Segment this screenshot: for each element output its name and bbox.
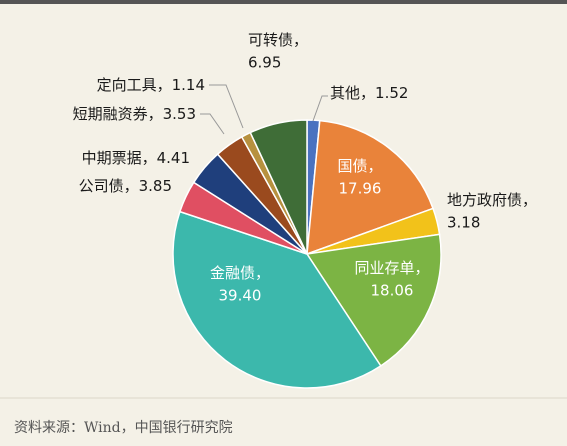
slice-label: 其他，1.52 — [330, 84, 408, 102]
pie-slice — [249, 119, 308, 255]
slice-label: 可转债， — [248, 31, 308, 49]
separator: ， — [255, 264, 270, 282]
value-label: 1.52 — [375, 84, 408, 102]
category-name: 中期票据 — [82, 149, 142, 167]
value-label: 18.06 — [371, 282, 414, 300]
value-label: 6.95 — [248, 54, 281, 72]
separator: ， — [124, 177, 139, 195]
slice-label: 同业存单， — [354, 259, 429, 277]
separator: ， — [360, 84, 375, 102]
category-name: 地方政府债 — [447, 191, 522, 209]
separator: ， — [522, 191, 537, 209]
category-name: 定向工具 — [97, 76, 157, 94]
value-label: 17.96 — [339, 180, 382, 198]
category-name: 其他 — [330, 84, 360, 102]
leader-line — [209, 84, 244, 129]
slice-label: 公司债，3.85 — [79, 177, 172, 195]
slice-label: 金融债， — [210, 264, 270, 282]
value-label: 3.85 — [139, 177, 172, 195]
top-bar — [0, 0, 567, 4]
separator: ， — [148, 105, 163, 123]
separator: ， — [142, 149, 157, 167]
category-name: 短期融资券 — [73, 105, 148, 123]
category-name: 同业存单 — [354, 259, 414, 277]
separator: ， — [415, 259, 430, 277]
pie-slice — [172, 210, 382, 389]
category-name: 可转债 — [248, 31, 293, 49]
category-name: 国债 — [337, 157, 367, 175]
slice-label: 短期融资券，3.53 — [73, 105, 196, 123]
value-label: 3.18 — [447, 214, 480, 232]
slice-label: 中期票据，4.41 — [82, 149, 190, 167]
value-label: 1.14 — [172, 76, 205, 94]
pie-slice — [305, 233, 442, 367]
value-label: 39.40 — [219, 287, 262, 305]
leader-line — [200, 113, 225, 135]
pie-slice — [306, 119, 434, 256]
source-note: 资料来源：Wind，中国银行研究院 — [14, 420, 233, 436]
leader-line — [312, 95, 328, 122]
separator: ， — [368, 157, 383, 175]
category-name: 金融债 — [210, 264, 255, 282]
category-name: 公司债 — [79, 177, 124, 195]
value-label: 3.53 — [163, 105, 196, 123]
slice-label: 定向工具，1.14 — [97, 76, 205, 94]
slice-label: 国债， — [337, 157, 382, 175]
separator: ， — [157, 76, 172, 94]
separator: ， — [293, 31, 308, 49]
value-label: 4.41 — [157, 149, 190, 167]
slice-label: 地方政府债， — [447, 191, 537, 209]
